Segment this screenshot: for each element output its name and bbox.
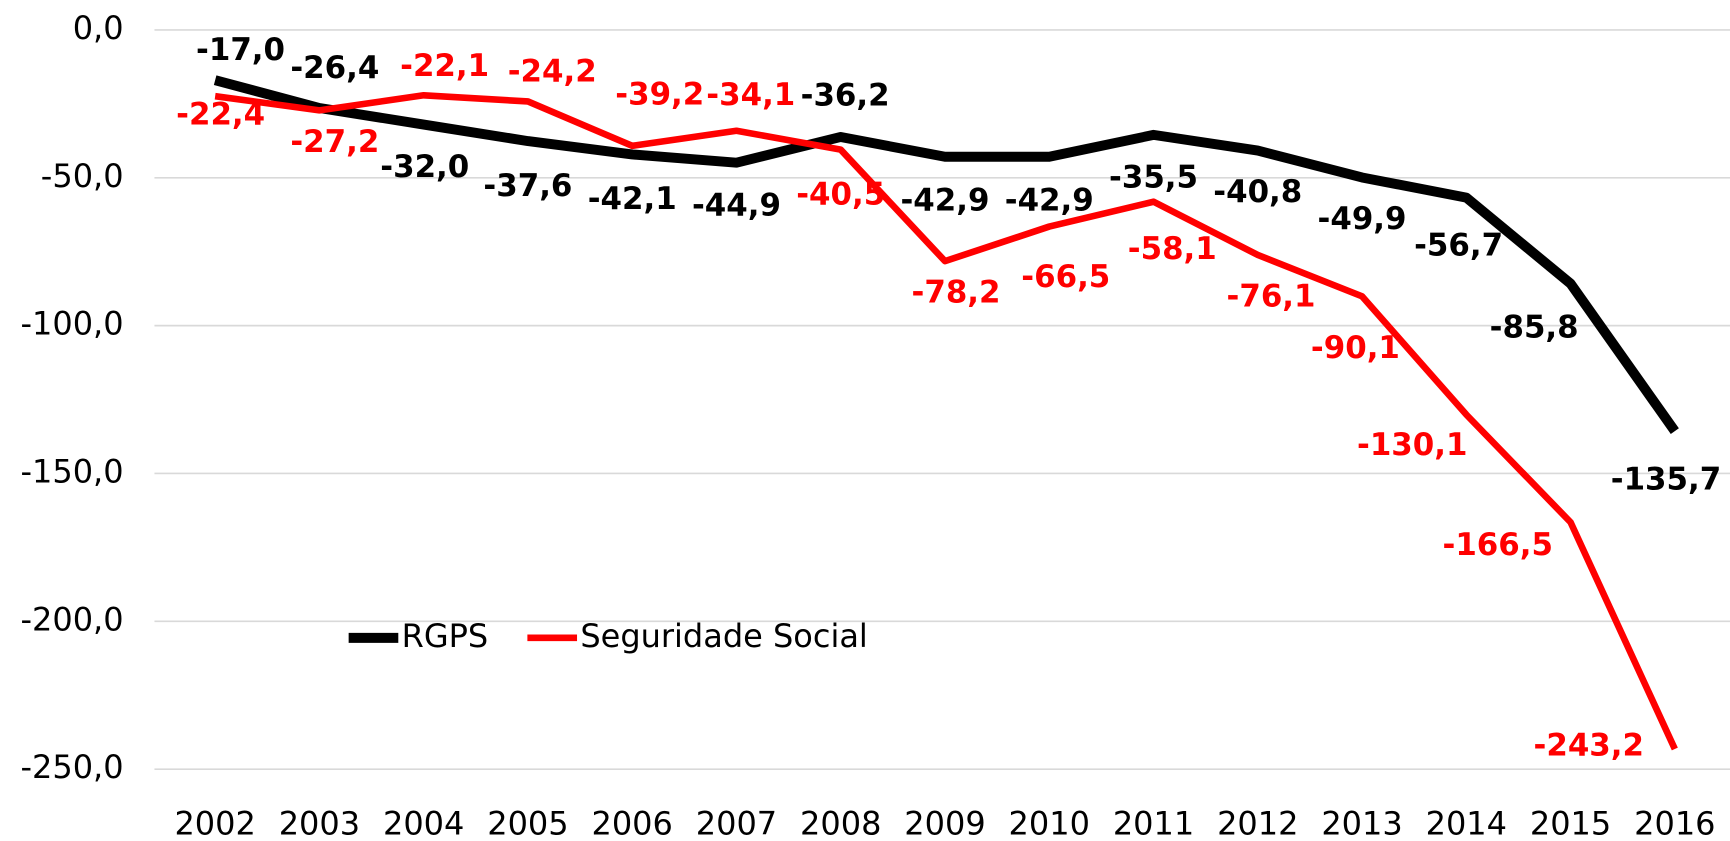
- legend-label: RGPS: [402, 617, 489, 655]
- y-tick-label: -200,0: [20, 600, 123, 638]
- legend-label: Seguridade Social: [580, 617, 867, 655]
- x-tick-label: 2006: [591, 804, 672, 841]
- data-label: -90,1: [1311, 330, 1400, 366]
- series-line: [213, 75, 1679, 435]
- data-label: -42,9: [900, 183, 989, 219]
- x-tick-label: 2014: [1426, 804, 1507, 841]
- data-label: -40,8: [1213, 174, 1302, 210]
- x-tick-label: 2007: [696, 804, 777, 841]
- data-label: -78,2: [912, 275, 1001, 311]
- data-label: -66,5: [1021, 259, 1110, 295]
- data-label: -85,8: [1490, 309, 1579, 345]
- data-label: -40,5: [796, 177, 885, 213]
- y-tick-label: -50,0: [41, 157, 124, 195]
- data-label: -39,2: [615, 77, 704, 113]
- data-label: -76,1: [1227, 278, 1316, 314]
- y-tick-label: -100,0: [20, 305, 123, 343]
- data-label: -26,4: [290, 50, 379, 86]
- data-label: -34,1: [706, 77, 795, 113]
- data-label: -42,1: [588, 181, 677, 217]
- x-tick-label: 2008: [800, 804, 881, 841]
- data-label: -49,9: [1318, 201, 1407, 237]
- data-label: -35,5: [1109, 160, 1198, 196]
- x-tick-label: 2004: [383, 804, 464, 841]
- y-tick-label: 0,0: [73, 9, 124, 47]
- data-label: -37,6: [483, 168, 572, 204]
- data-label: -44,9: [692, 187, 781, 223]
- x-tick-label: 2003: [279, 804, 360, 841]
- x-tick-label: 2013: [1321, 804, 1402, 841]
- x-tick-label: 2005: [487, 804, 568, 841]
- x-tick-label: 2015: [1530, 804, 1611, 841]
- series-line: [214, 91, 1678, 751]
- x-tick-label: 2010: [1009, 804, 1090, 841]
- data-label: -58,1: [1128, 231, 1217, 267]
- x-tick-label: 2016: [1634, 804, 1715, 841]
- data-label: -17,0: [196, 32, 285, 68]
- data-label: -22,1: [400, 48, 489, 84]
- data-label: -32,0: [380, 149, 469, 185]
- x-tick-label: 2009: [904, 804, 985, 841]
- data-label: -56,7: [1414, 228, 1503, 264]
- data-label: -27,2: [290, 124, 379, 160]
- x-tick-label: 2002: [174, 804, 255, 841]
- data-label: -42,9: [1005, 183, 1094, 219]
- data-label: -36,2: [801, 78, 890, 114]
- data-label: -243,2: [1534, 727, 1644, 763]
- data-label: -135,7: [1611, 461, 1721, 497]
- data-label: -22,4: [176, 97, 265, 133]
- x-tick-label: 2012: [1217, 804, 1298, 841]
- y-tick-label: -150,0: [20, 452, 123, 490]
- y-tick-label: -250,0: [20, 748, 123, 786]
- data-label: -130,1: [1357, 427, 1467, 463]
- data-label: -24,2: [508, 53, 597, 89]
- data-label: -166,5: [1443, 527, 1553, 563]
- x-tick-label: 2011: [1113, 804, 1194, 841]
